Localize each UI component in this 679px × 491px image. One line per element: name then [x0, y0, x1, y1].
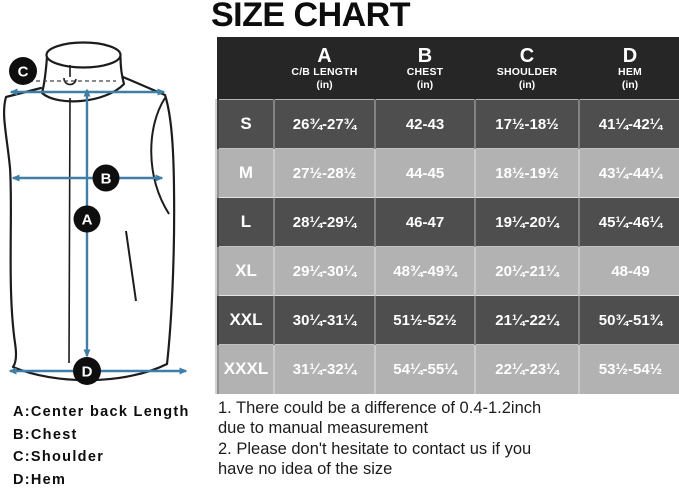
- vest-diagram-svg: C B A D: [0, 18, 212, 410]
- marker-d-letter: D: [82, 364, 93, 381]
- size-label-xxl: XXL: [217, 296, 274, 345]
- legend-line-a: A:Center back Length: [13, 401, 190, 424]
- size-label-xxxl: XXXL: [217, 345, 274, 394]
- measurement-c-s: 17½-18½: [475, 100, 579, 149]
- size-label-xl: XL: [217, 247, 274, 296]
- measurement-d-xl: 48-49: [579, 247, 679, 296]
- measurement-a-l: 28¼-29¼: [274, 198, 375, 247]
- col-key: A: [274, 46, 375, 66]
- marker-b-letter: B: [101, 171, 112, 188]
- note-line-2: due to manual measurement: [218, 418, 674, 438]
- col-key: D: [579, 46, 679, 66]
- size-label-m: M: [217, 149, 274, 198]
- col-unit: (in): [375, 79, 475, 91]
- marker-a-letter: A: [82, 212, 93, 229]
- size-label-s: S: [217, 100, 274, 149]
- note-line-1: 1. There could be a difference of 0.4-1.…: [218, 398, 674, 418]
- col-label: SHOULDER: [475, 66, 579, 79]
- measurement-c-xxxl: 22¼-23¼: [475, 345, 579, 394]
- measurement-d-xxxl: 53½-54½: [579, 345, 679, 394]
- measurement-a-s: 26¾-27¾: [274, 100, 375, 149]
- page-title: SIZE CHART: [211, 0, 410, 33]
- col-key: B: [375, 46, 475, 66]
- col-unit: (in): [475, 79, 579, 91]
- legend-line-c: C:Shoulder: [13, 446, 190, 469]
- marker-c-letter: C: [18, 64, 29, 81]
- legend-line-b: B:Chest: [13, 424, 190, 447]
- measurement-d-xxl: 50¾-51¾: [579, 296, 679, 345]
- col-unit: (in): [274, 79, 375, 91]
- size-label-l: L: [217, 198, 274, 247]
- measurement-c-xxl: 21¼-22¼: [475, 296, 579, 345]
- measurement-c-xl: 20¼-21¼: [475, 247, 579, 296]
- measurement-d-l: 45¼-46¼: [579, 198, 679, 247]
- col-unit: (in): [579, 79, 679, 91]
- col-label: HEM: [579, 66, 679, 79]
- center-front-seam: [69, 98, 70, 363]
- measurement-legend: A:Center back Length B:Chest C:Shoulder …: [13, 401, 190, 491]
- col-key: C: [475, 46, 579, 66]
- measurement-a-xl: 29¼-30¼: [274, 247, 375, 296]
- col-label: CHEST: [375, 66, 475, 79]
- measurement-b-m: 44-45: [375, 149, 475, 198]
- table-header-corner: [217, 37, 274, 100]
- measurement-b-xl: 48¾-49¾: [375, 247, 475, 296]
- measurement-b-xxxl: 54¼-55¼: [375, 345, 475, 394]
- measurement-a-xxxl: 31¼-32¼: [274, 345, 375, 394]
- measurement-c-m: 18½-19½: [475, 149, 579, 198]
- vest-measurement-diagram: C B A D: [0, 18, 212, 410]
- col-label: C/B LENGTH: [274, 66, 375, 79]
- measurement-b-s: 42-43: [375, 100, 475, 149]
- measurement-a-xxl: 30¼-31¼: [274, 296, 375, 345]
- notes: 1. There could be a difference of 0.4-1.…: [218, 398, 674, 479]
- measurement-b-l: 46-47: [375, 198, 475, 247]
- measurement-d-m: 43¼-44¼: [579, 149, 679, 198]
- note-line-3: 2. Please don't hesitate to contact us i…: [218, 439, 674, 459]
- measurement-a-m: 27½-28½: [274, 149, 375, 198]
- note-line-4: have no idea of the size: [218, 459, 674, 479]
- measurement-b-xxl: 51½-52½: [375, 296, 475, 345]
- measurement-c-l: 19¼-20¼: [475, 198, 579, 247]
- measurement-d-s: 41¼-42¼: [579, 100, 679, 149]
